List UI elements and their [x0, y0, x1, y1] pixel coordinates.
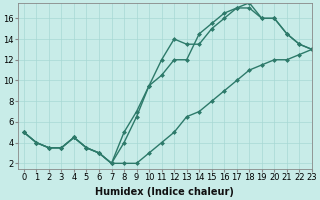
- X-axis label: Humidex (Indice chaleur): Humidex (Indice chaleur): [95, 187, 234, 197]
